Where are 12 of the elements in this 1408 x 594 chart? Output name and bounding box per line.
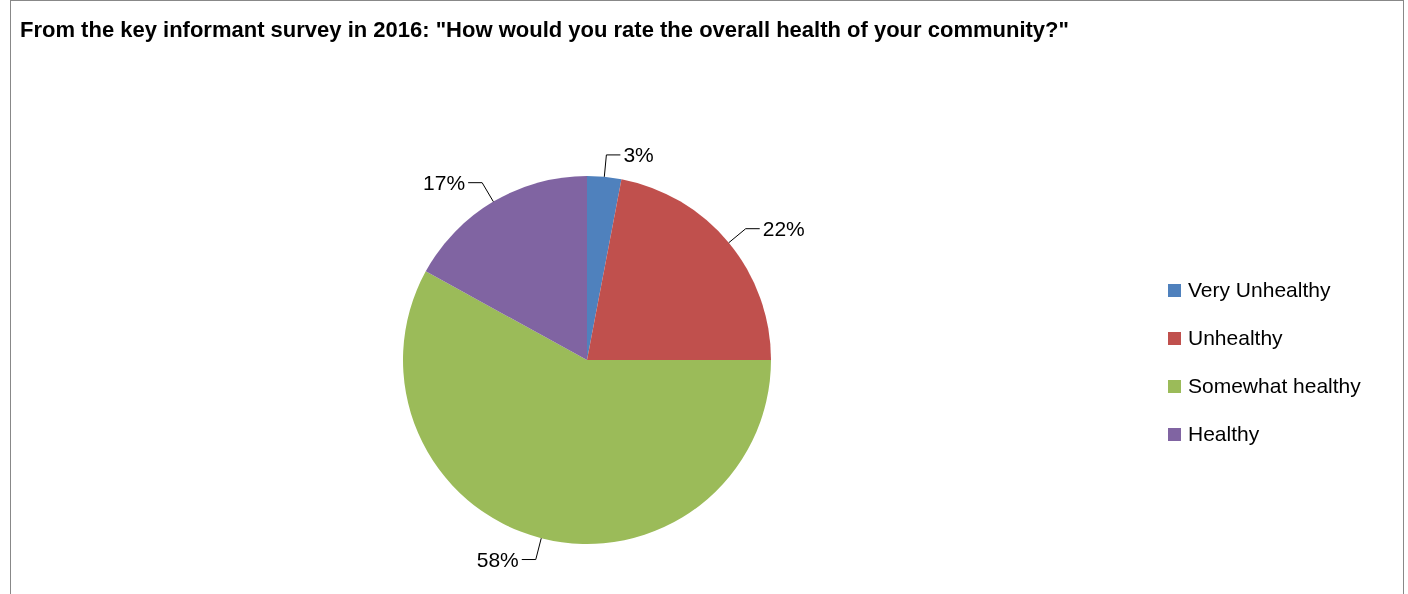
data-label: 58% (476, 548, 519, 572)
data-label: 3% (623, 143, 654, 167)
data-label: 17% (423, 171, 466, 195)
chart-title: From the key informant survey in 2016: "How would you rate the overall health of your community?" (20, 16, 1070, 44)
legend-label: Unhealthy (1188, 326, 1283, 350)
legend-label: Somewhat healthy (1188, 374, 1361, 398)
pie-slice (587, 176, 622, 360)
pie-slice (425, 176, 587, 360)
data-label: 22% (762, 217, 805, 241)
legend-label: Very Unhealthy (1188, 278, 1331, 302)
legend-label: Healthy (1188, 422, 1260, 446)
pie-slice (403, 271, 771, 544)
